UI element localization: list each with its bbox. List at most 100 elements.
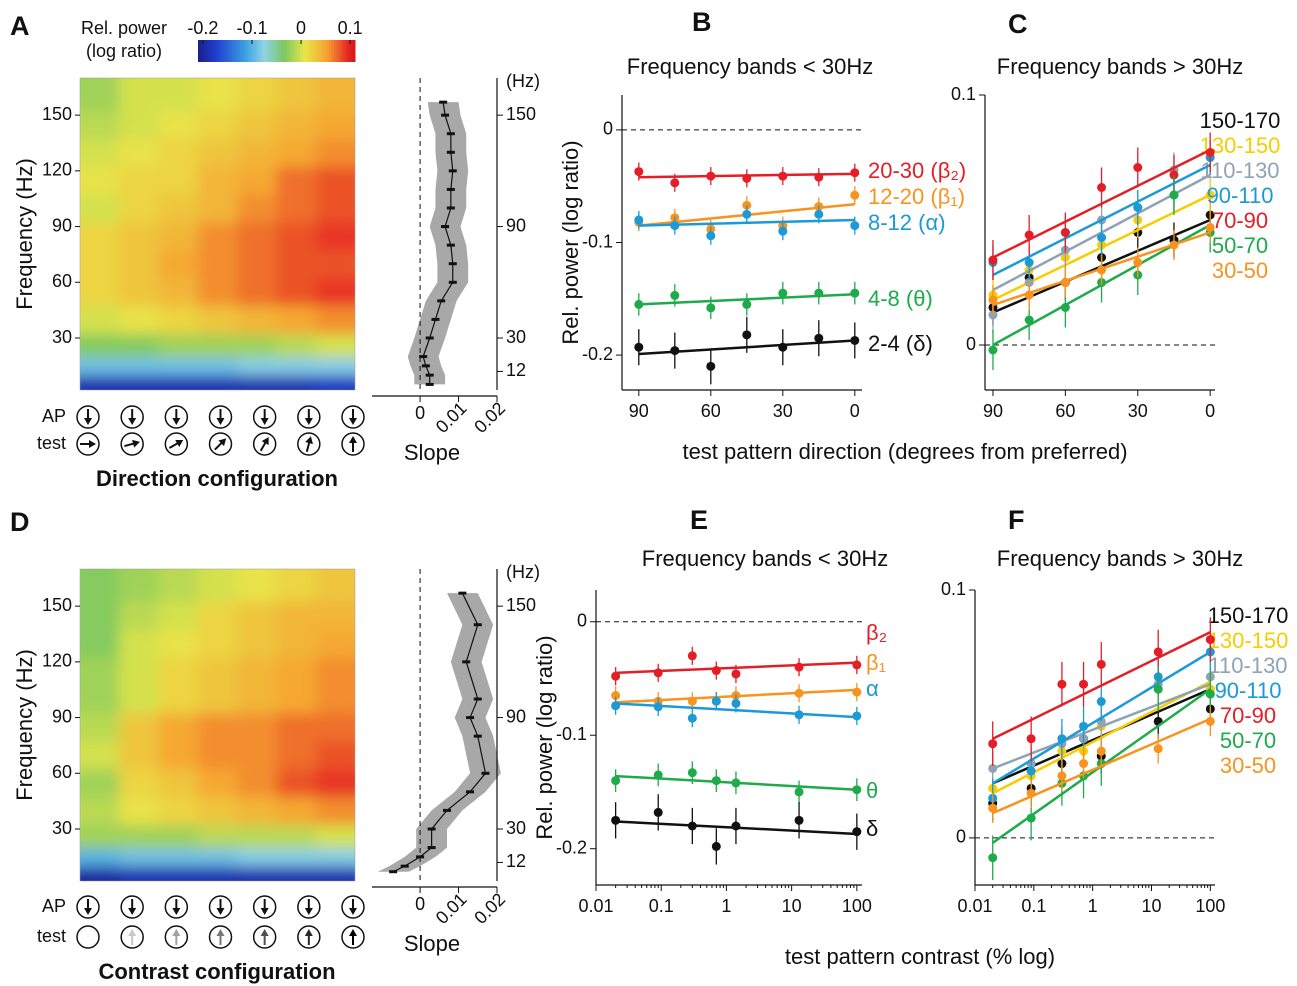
x-tick-label: 10 [1141, 896, 1161, 916]
slope-point [421, 364, 430, 368]
colorbar-segment [247, 40, 251, 62]
chart-title: Frequency bands > 30Hz [997, 546, 1243, 571]
y-axis-label: Rel. power (log ratio) [558, 140, 583, 344]
data-point [1097, 183, 1107, 192]
heatmap-cell [315, 740, 355, 770]
heatmap-cell [237, 277, 277, 306]
y-tick-label: 150 [506, 104, 536, 124]
heatmap-cell [237, 78, 277, 111]
ap-arrow-head [172, 418, 181, 425]
y-tick-label: 0 [603, 119, 613, 139]
heatmap-cell [197, 569, 238, 602]
heatmap-cell [276, 629, 317, 658]
data-point [653, 770, 663, 780]
heatmap-cell [197, 166, 238, 195]
data-point [794, 815, 804, 825]
chart-title: Frequency bands < 30Hz [642, 546, 888, 571]
data-point [1079, 721, 1089, 731]
data-point [988, 763, 998, 773]
slope-point [458, 591, 467, 595]
row-label: test [37, 926, 66, 946]
test-arrow-head [349, 929, 357, 936]
colorbar-segment [229, 40, 233, 62]
data-point [1133, 258, 1143, 267]
data-point [1026, 734, 1036, 744]
heatmap-cell [315, 657, 355, 686]
data-point [1097, 265, 1107, 275]
heatmap-cell [119, 277, 160, 306]
data-point [794, 710, 804, 720]
heatmap-cell [197, 194, 238, 223]
ap-arrow-head [172, 908, 181, 915]
heatmap-cell [237, 138, 277, 167]
x-tick-label: 0.1 [649, 896, 674, 916]
x-tick-label: 60 [701, 401, 721, 421]
data-point [1205, 190, 1215, 200]
colorbar-segment [276, 40, 280, 62]
heatmap-cell [80, 375, 120, 390]
data-point [742, 209, 752, 219]
heatmap-cell [276, 78, 317, 111]
colorbar-segment [305, 40, 309, 62]
y-tick-label: 30 [506, 327, 526, 347]
heatmap-cell [276, 657, 317, 686]
heatmap-cell [276, 110, 317, 139]
data-point [731, 778, 741, 788]
x-tick-label: 0 [415, 403, 425, 423]
heatmap-cell [315, 249, 355, 279]
heatmap-cell [315, 375, 355, 390]
heatmap-cell [315, 333, 355, 358]
heatmap-frame [79, 77, 356, 391]
heatmap-cell [158, 78, 199, 111]
heatmap-cell [80, 78, 120, 111]
test-arrow-head [218, 438, 227, 447]
heatmap-cell [276, 375, 317, 390]
x-tick-label: 0.1 [1021, 896, 1046, 916]
data-point [778, 226, 788, 236]
panel-letter: F [1008, 505, 1025, 535]
heatmap-cell [158, 166, 199, 195]
heatmap-cell [119, 569, 160, 602]
heatmap-cell [197, 333, 238, 358]
heatmap-cell [80, 110, 120, 139]
heatmap-cell [80, 685, 120, 714]
slope-point [441, 113, 450, 117]
colorbar-tick-label: -0.1 [236, 18, 267, 38]
colorbar-segment [320, 40, 325, 62]
data-point [850, 335, 860, 345]
heatmap-cell [80, 221, 120, 251]
data-point [850, 190, 860, 200]
slope-point [416, 855, 425, 859]
heatmap-cell [197, 657, 238, 686]
chart-title: Frequency bands > 30Hz [997, 54, 1243, 79]
colorbar-segment [211, 40, 215, 62]
slope-point [446, 243, 455, 247]
colorbar-segment [218, 40, 223, 62]
slope-point [481, 771, 490, 775]
test-arrow-head [261, 437, 269, 446]
data-point [687, 713, 697, 723]
heatmap-cell [158, 796, 199, 825]
heatmap-cell [197, 712, 238, 742]
colorbar-segment [313, 40, 317, 62]
colorbar-segment [260, 40, 264, 62]
x-tick-label: 90 [629, 401, 649, 421]
y-tick-label: -0.1 [556, 724, 587, 744]
row-label: AP [42, 896, 66, 916]
heatmap-cell [158, 768, 199, 797]
colorbar-segment [310, 40, 314, 62]
heatmap-cell [197, 249, 238, 279]
data-point [850, 221, 860, 231]
heatmap-cell [158, 740, 199, 770]
series-label: β₂ [866, 620, 887, 645]
heatmap-cell [158, 356, 199, 376]
heatmap-cell [276, 305, 317, 334]
colorbar-segment [307, 40, 312, 62]
series-label: 110-130 [1208, 653, 1287, 678]
colorbar-title: Rel. power [81, 18, 167, 38]
heatmap-cell [197, 685, 238, 714]
x-tick-label: 60 [1055, 401, 1075, 421]
y-unit-label: (Hz) [506, 71, 540, 91]
data-point [742, 173, 752, 183]
data-point [706, 361, 716, 371]
